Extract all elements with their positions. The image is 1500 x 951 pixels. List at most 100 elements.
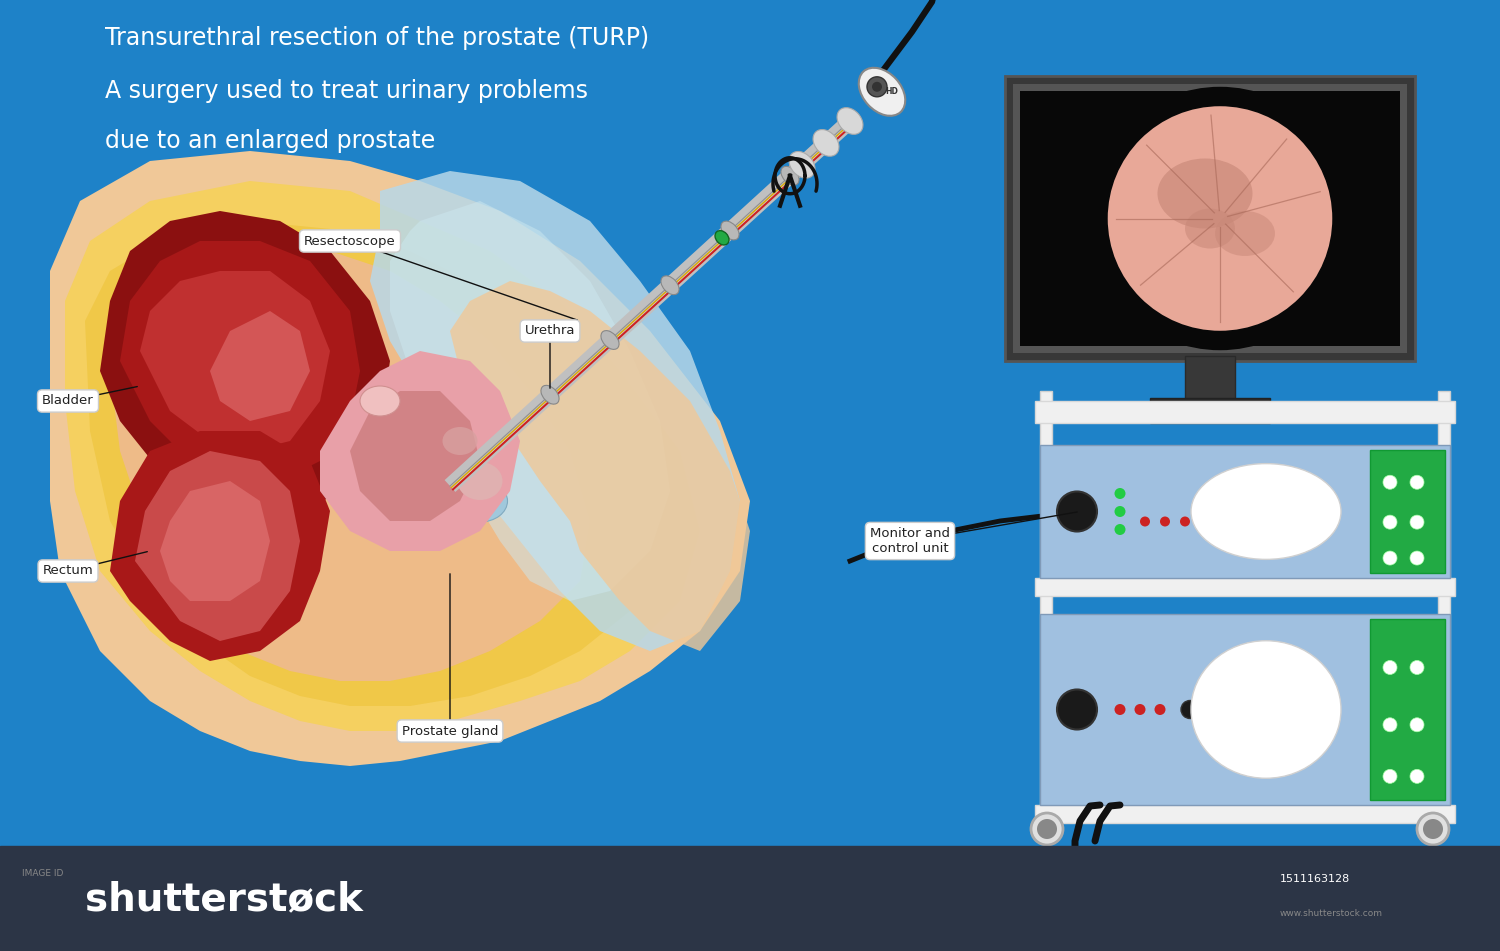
Bar [1438,391,1450,821]
Polygon shape [160,481,270,601]
Polygon shape [64,181,701,731]
Bar [1040,614,1450,805]
Text: Bladder: Bladder [42,395,94,407]
Bar [1185,356,1234,401]
Circle shape [1155,704,1166,715]
Polygon shape [135,451,300,641]
Circle shape [1232,513,1250,531]
Polygon shape [50,151,750,766]
Polygon shape [100,211,390,521]
Text: shutterstøck: shutterstøck [86,880,363,918]
Circle shape [1114,506,1125,517]
Polygon shape [86,221,650,706]
Ellipse shape [458,462,503,500]
Circle shape [1134,704,1146,715]
Bar [1370,450,1444,573]
Text: Urethra: Urethra [525,324,576,338]
Circle shape [1114,704,1125,715]
Bar [0,846,1500,951]
Text: 1511163128: 1511163128 [1280,874,1350,884]
Text: due to an enlarged prostate: due to an enlarged prostate [105,129,435,153]
Polygon shape [320,351,520,551]
Circle shape [1202,513,1219,531]
Text: Rectum: Rectum [42,565,93,577]
Polygon shape [370,171,740,651]
Polygon shape [210,311,310,421]
Circle shape [1410,476,1424,489]
Bar [1035,578,1455,596]
Bar [1013,84,1407,353]
Circle shape [1383,515,1396,529]
Polygon shape [350,391,480,521]
Circle shape [1383,661,1396,674]
Circle shape [1383,476,1396,489]
Circle shape [1383,718,1396,731]
Ellipse shape [722,221,740,240]
Ellipse shape [782,166,800,185]
Ellipse shape [662,276,680,295]
Circle shape [1160,516,1170,527]
Text: HD: HD [885,87,898,96]
Circle shape [1410,551,1424,565]
Text: www.shutterstock.com: www.shutterstock.com [1280,908,1383,918]
Text: Transurethral resection of the prostate (TURP): Transurethral resection of the prostate … [105,26,650,50]
Ellipse shape [716,231,729,245]
Circle shape [1114,488,1125,499]
Circle shape [1410,515,1424,529]
Ellipse shape [602,331,619,349]
Polygon shape [110,431,330,661]
Circle shape [1424,819,1443,839]
Circle shape [1098,96,1342,340]
Bar [1040,445,1450,578]
Circle shape [1206,701,1224,719]
Polygon shape [444,115,855,492]
Bar [1370,619,1444,800]
Circle shape [1383,769,1396,784]
Ellipse shape [1185,208,1234,248]
Polygon shape [390,201,670,601]
Bar [1020,91,1400,346]
Text: Monitor and
control unit: Monitor and control unit [870,527,950,555]
Circle shape [1058,492,1096,532]
Ellipse shape [360,386,401,416]
Circle shape [867,77,886,97]
Circle shape [1140,516,1150,527]
Ellipse shape [1191,464,1341,559]
Circle shape [1180,701,1198,719]
Polygon shape [140,271,330,451]
Polygon shape [120,241,360,481]
Circle shape [1114,524,1125,535]
Circle shape [1418,813,1449,845]
Ellipse shape [453,480,507,522]
Ellipse shape [858,68,906,116]
Circle shape [1180,516,1190,527]
Text: IMAGE ID: IMAGE ID [22,868,63,878]
Text: A surgery used to treat urinary problems: A surgery used to treat urinary problems [105,79,588,103]
Ellipse shape [1215,211,1275,256]
Circle shape [1410,661,1424,674]
Circle shape [1410,718,1424,731]
Ellipse shape [813,129,838,156]
Bar [1005,76,1414,361]
Ellipse shape [442,427,477,455]
Ellipse shape [542,385,560,404]
Ellipse shape [789,151,814,178]
Circle shape [871,82,882,92]
Polygon shape [452,123,854,490]
Circle shape [1058,689,1096,729]
Bar [1150,398,1270,423]
Ellipse shape [1191,641,1341,778]
Ellipse shape [1158,159,1252,228]
Circle shape [1030,813,1063,845]
Bar [1035,805,1455,823]
Circle shape [1383,551,1396,565]
Circle shape [1104,103,1336,335]
Polygon shape [110,241,590,681]
Ellipse shape [837,107,862,134]
Polygon shape [450,281,750,651]
Circle shape [1410,769,1424,784]
Text: Prostate gland: Prostate gland [402,725,498,737]
Circle shape [1036,819,1058,839]
Text: Resectoscope: Resectoscope [304,235,396,247]
Bar [1040,391,1052,821]
